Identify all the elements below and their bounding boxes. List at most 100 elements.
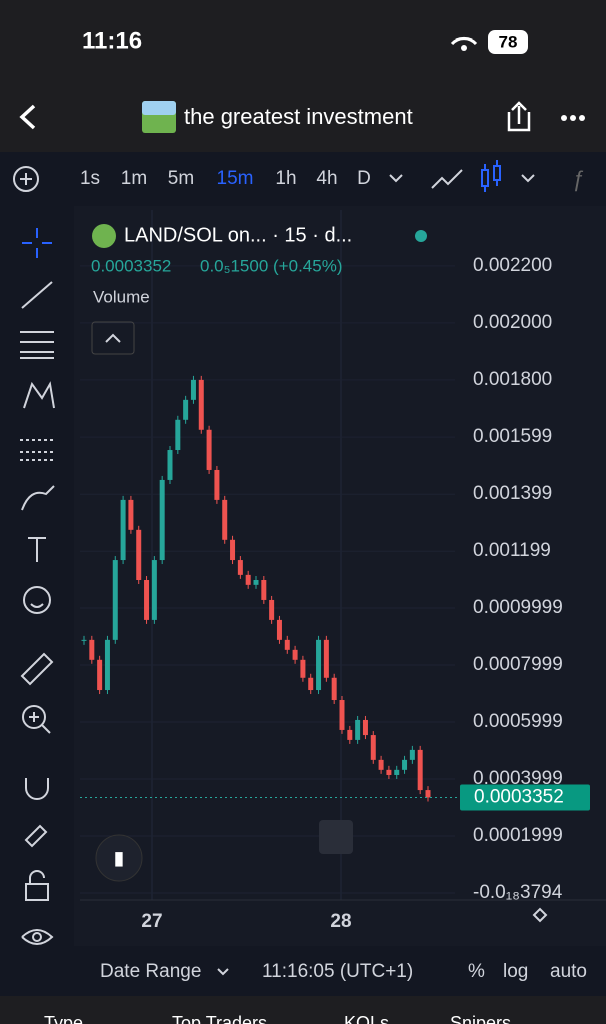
candle [261, 579, 267, 600]
share[interactable] [507, 101, 531, 132]
percent-toggle[interactable]: % [468, 961, 485, 982]
y-tick-label: 0.001800 [473, 369, 552, 390]
candle [316, 639, 322, 691]
date-range-dropdown [217, 968, 229, 976]
candle [151, 560, 157, 620]
candle [81, 639, 87, 641]
interval[interactable]: 5m [168, 168, 194, 189]
candle [183, 399, 189, 420]
avatar-sky [142, 101, 176, 115]
interval[interactable]: 1m [121, 168, 147, 189]
add[interactable] [13, 166, 39, 192]
last-price-box [460, 784, 590, 811]
tab[interactable]: KOLs [344, 1013, 389, 1024]
collapse-arrow [105, 333, 121, 343]
candle [167, 450, 173, 480]
candle [394, 769, 400, 775]
interval-bar [0, 152, 606, 206]
wifi-dot [461, 45, 467, 51]
symbol-icon [92, 224, 116, 248]
candle [284, 639, 290, 650]
symbol: LAND/SOL on... · 15 · d... [124, 224, 352, 246]
settings[interactable] [532, 907, 548, 923]
y-tick-label: 0.002000 [473, 312, 552, 333]
tab-bar [0, 996, 606, 1024]
clock-utc: 11:16:05 (UTC+1) [262, 961, 413, 982]
candle [222, 499, 228, 540]
date-range[interactable]: Date Range [100, 961, 201, 982]
battery [488, 30, 528, 54]
tool-icons [20, 228, 55, 945]
y-tick-label: -0.0₁₈3794 [473, 882, 563, 903]
collapse[interactable] [91, 321, 135, 355]
volume-label: Volume [93, 287, 150, 306]
live-dot [415, 230, 427, 242]
candle [323, 639, 329, 678]
candle [175, 419, 181, 451]
candle [214, 469, 220, 500]
y-tick-label: 0.002200 [473, 255, 552, 276]
interval[interactable]: 15m [217, 168, 254, 189]
candle [269, 599, 275, 620]
candle [417, 749, 423, 791]
reset[interactable] [319, 820, 353, 854]
candle [104, 639, 110, 691]
candle [120, 499, 126, 561]
log-toggle[interactable]: log [503, 961, 528, 982]
candle [136, 529, 142, 580]
candle [198, 379, 204, 430]
candle [409, 749, 415, 760]
drawing-toolbar [0, 206, 74, 982]
candle [386, 769, 392, 775]
candle-style[interactable] [481, 160, 501, 192]
candle [89, 639, 95, 660]
candle [159, 479, 165, 561]
y-tick-label: 0.001399 [473, 483, 552, 504]
candle [245, 574, 251, 585]
candle [370, 735, 376, 760]
candle [128, 499, 134, 530]
back[interactable] [19, 104, 36, 130]
y-tick-label: 0.001199 [473, 540, 551, 561]
tab[interactable]: Type [44, 1013, 83, 1024]
candle [362, 719, 368, 736]
candle [378, 759, 384, 770]
interval[interactable]: 1h [275, 168, 296, 189]
logo [95, 834, 143, 882]
legend-price: 0.0003352 [91, 256, 171, 275]
more[interactable] [561, 115, 585, 121]
y-tick-label: 0.0001999 [473, 825, 563, 846]
candle [230, 539, 236, 561]
legend-change: 0.0₅1500 (+0.45%) [200, 256, 342, 275]
interval[interactable]: D [357, 168, 371, 189]
interval[interactable]: 4h [316, 168, 337, 189]
y-tick-label: 0.001599 [473, 426, 552, 447]
bottom-bar [0, 946, 606, 996]
indicators[interactable]: ƒ [572, 166, 584, 191]
x-tick-label: 27 [141, 911, 162, 932]
last-price-label: 0.0003352 [474, 786, 564, 807]
candle [347, 729, 353, 740]
y-tick-label: 0.0003999 [473, 768, 563, 789]
style-dropdown[interactable] [521, 174, 535, 183]
interval[interactable]: 1s [80, 168, 100, 189]
candle [253, 579, 259, 585]
candle [355, 719, 361, 740]
line-style[interactable] [431, 169, 463, 189]
candle [292, 649, 298, 660]
candle [331, 677, 337, 701]
battery-level: 78 [499, 32, 518, 51]
candle [206, 429, 212, 470]
tab[interactable]: Snipers [450, 1013, 511, 1024]
auto-toggle[interactable]: auto [550, 961, 587, 982]
y-tick-label: 0.0009999 [473, 597, 563, 618]
interval-dropdown[interactable] [389, 174, 403, 183]
tab[interactable]: Top Traders [172, 1013, 267, 1024]
candle [237, 560, 243, 575]
candle [425, 790, 431, 798]
logo-mark: ▮ [114, 848, 124, 868]
candle [190, 379, 196, 400]
y-tick-label: 0.0007999 [473, 654, 563, 675]
